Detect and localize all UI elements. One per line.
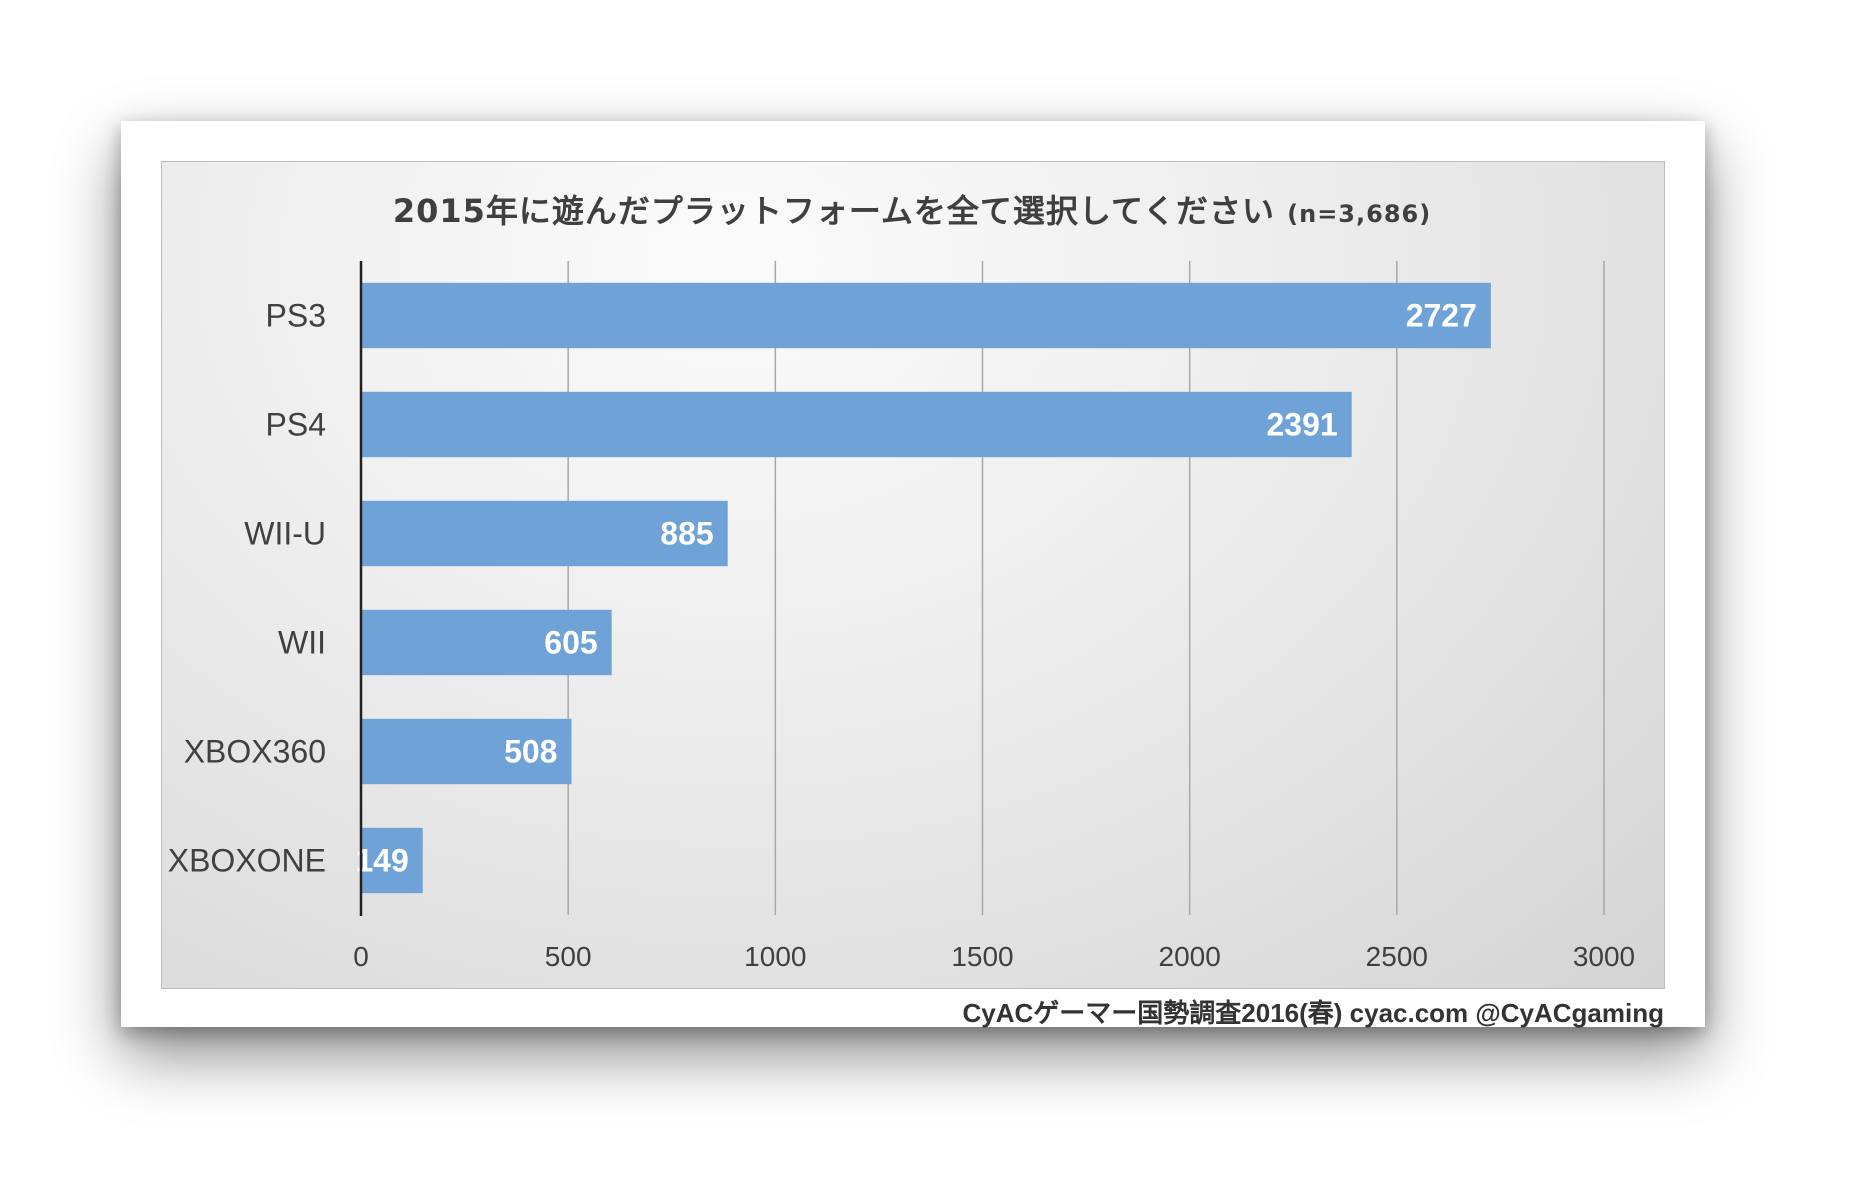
chart-title-text: 2015年に遊んだプラットフォームを全て選択してください: [392, 192, 1275, 230]
category-label: XBOX360: [184, 734, 326, 770]
bar: [361, 282, 1491, 349]
data-label: 508: [504, 734, 557, 770]
x-tick-label: 3000: [1573, 941, 1635, 972]
x-tick-label: 2500: [1366, 941, 1428, 972]
category-label: PS3: [266, 298, 326, 334]
data-label: 2727: [1406, 298, 1477, 334]
chart-title: 2015年に遊んだプラットフォームを全て選択してください (n=3,686): [161, 186, 1663, 232]
category-label: WII: [278, 625, 326, 661]
bar: [361, 609, 612, 676]
category-label: WII-U: [244, 516, 326, 552]
credit-text: CyACゲーマー国勢調査2016(春) cyac.com @CyACgaming: [962, 998, 1664, 1028]
data-label: 149: [355, 843, 408, 879]
bar: [361, 718, 572, 785]
x-tick-label: 0: [353, 941, 369, 972]
chart-sample-size: (n=3,686): [1287, 200, 1432, 228]
x-tick-label: 1000: [744, 941, 806, 972]
bar: [361, 500, 728, 567]
category-label: PS4: [266, 407, 326, 443]
bar: [361, 391, 1352, 458]
data-label: 2391: [1266, 407, 1337, 443]
category-label: XBOXONE: [168, 843, 326, 879]
x-tick-label: 2000: [1159, 941, 1221, 972]
data-label: 885: [660, 516, 713, 552]
bar: [361, 827, 423, 894]
data-label: 605: [544, 625, 597, 661]
x-tick-label: 1500: [951, 941, 1013, 972]
x-tick-label: 500: [545, 941, 592, 972]
